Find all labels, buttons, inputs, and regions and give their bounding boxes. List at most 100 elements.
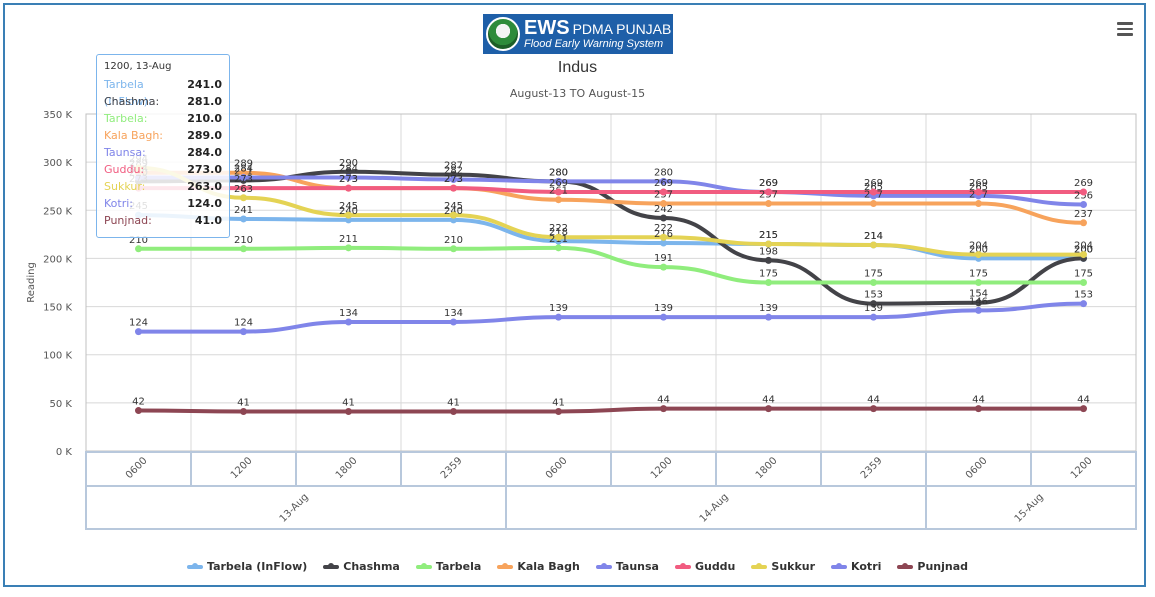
data-point: [240, 408, 247, 416]
data-label: 280: [549, 167, 568, 178]
data-label: 242: [654, 204, 673, 215]
y-tick-label: 50 K: [50, 399, 73, 410]
data-point: [240, 328, 247, 336]
legend-label: Tarbela (InFlow): [206, 560, 308, 573]
data-label: 175: [969, 269, 988, 280]
tooltip-series-label: Kotri:: [104, 197, 133, 210]
data-point: [870, 405, 877, 413]
data-point: [660, 405, 667, 413]
data-point: [765, 279, 772, 286]
tooltip-row: Punjnad: 41.0: [104, 212, 222, 229]
data-label: 269: [864, 178, 883, 189]
data-point: [240, 215, 247, 223]
data-label: 198: [759, 246, 778, 257]
tooltip-series-label: Punjnad:: [104, 214, 152, 227]
data-label: 256: [1074, 191, 1093, 202]
logo-subtitle: Flood Early Warning System: [524, 38, 664, 50]
data-label: 41: [447, 398, 460, 409]
data-point: [345, 211, 352, 219]
legend-symbol-icon: [186, 562, 203, 569]
data-point: [240, 245, 247, 253]
legend-item[interactable]: Tarbela (InFlow): [186, 560, 308, 573]
data-label: 214: [864, 231, 883, 242]
legend-item[interactable]: Sukkur: [751, 560, 815, 573]
data-point: [975, 200, 982, 208]
data-point: [555, 408, 562, 416]
data-label: 41: [237, 398, 250, 409]
data-point: [240, 174, 247, 182]
legend-label: Punjnad: [917, 560, 969, 573]
ews-logo: EWS PDMA PUNJAB Flood Early Warning Syste…: [483, 14, 673, 54]
legend-label: Guddu: [694, 560, 736, 573]
data-point: [555, 188, 562, 196]
data-point: [240, 184, 247, 192]
data-point: [765, 188, 772, 196]
legend-item[interactable]: Tarbela: [415, 560, 481, 573]
data-point: [555, 196, 562, 204]
data-label: 124: [234, 318, 253, 329]
tooltip-series-label: Taunsa:: [104, 146, 146, 159]
legend-item[interactable]: Chashma: [323, 560, 400, 573]
data-label: 204: [969, 241, 988, 252]
data-label: 139: [654, 303, 673, 314]
legend-item[interactable]: Kala Bagh: [497, 560, 580, 573]
data-label: 146: [969, 296, 988, 307]
data-point: [660, 188, 667, 196]
legend-symbol-icon: [674, 562, 691, 569]
data-point: [660, 214, 667, 222]
data-label: 175: [864, 269, 883, 280]
legend-label: Taunsa: [615, 560, 659, 573]
data-point: [555, 233, 562, 241]
data-label: 210: [234, 235, 253, 246]
legend-symbol-icon: [595, 562, 612, 569]
data-label: 41: [342, 398, 355, 409]
data-point: [450, 408, 457, 416]
legend-symbol-icon: [323, 562, 340, 569]
tooltip-series-value: 284.0: [187, 146, 222, 159]
series-line: [138, 175, 1084, 207]
data-label: 269: [759, 178, 778, 189]
tooltip-series-label: Chashma:: [104, 95, 160, 108]
hamburger-menu-icon[interactable]: [1117, 22, 1133, 36]
x-tick-label: 1800: [754, 455, 780, 481]
data-point: [345, 216, 352, 224]
data-point: [450, 318, 457, 326]
x-axis-group-row: [85, 485, 1137, 530]
legend-label: Kala Bagh: [517, 560, 580, 573]
data-label: 282: [444, 165, 463, 176]
tooltip-series-value: 124.0: [187, 197, 222, 210]
tooltip-row: Kotri: 124.0: [104, 195, 222, 212]
tooltip-row: Taunsa: 284.0: [104, 144, 222, 161]
data-label: 245: [339, 201, 358, 212]
data-label: 200: [969, 244, 988, 255]
data-label: 42: [132, 397, 145, 408]
data-label: 44: [762, 395, 775, 406]
data-label: 245: [444, 201, 463, 212]
data-label: 280: [549, 167, 568, 178]
y-tick-label: 100 K: [43, 351, 72, 362]
data-label: 44: [972, 395, 985, 406]
data-point: [870, 300, 877, 308]
data-point: [555, 313, 562, 321]
data-point: [870, 313, 877, 321]
series-line: [138, 169, 1084, 306]
data-label: 139: [864, 303, 883, 314]
data-point: [345, 184, 352, 192]
tooltip-row: Kala Bagh: 289.0: [104, 127, 222, 144]
data-point: [765, 256, 772, 264]
legend-label: Kotri: [851, 560, 882, 573]
data-point: [450, 184, 457, 192]
legend-item[interactable]: Taunsa: [595, 560, 659, 573]
legend-item[interactable]: Guddu: [674, 560, 736, 573]
legend-item[interactable]: Kotri: [831, 560, 881, 573]
x-group-label: 15-Aug: [1013, 492, 1046, 525]
data-point: [975, 299, 982, 307]
data-point: [345, 244, 352, 252]
legend-symbol-icon: [897, 562, 914, 569]
x-tick-label: 2359: [859, 455, 885, 481]
data-label: 44: [657, 395, 670, 406]
data-label: 214: [864, 231, 883, 242]
data-point: [1080, 201, 1087, 209]
legend-item[interactable]: Punjnad: [897, 560, 968, 573]
y-tick-label: 200 K: [43, 254, 72, 265]
